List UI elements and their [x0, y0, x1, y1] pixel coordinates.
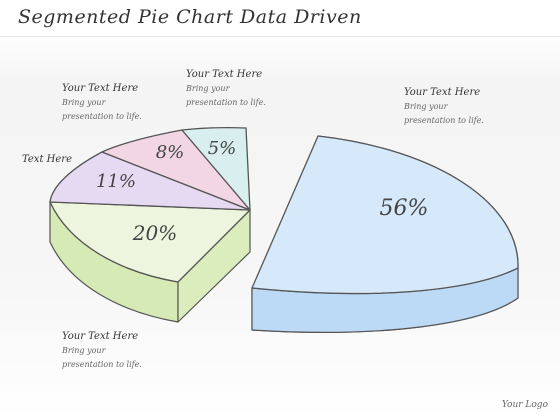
slice-20-top	[49, 201, 251, 283]
callout-bottom-left: Your Text Here Bring your presentation t…	[62, 330, 142, 371]
slice-label-20: 20%	[132, 221, 177, 245]
callout-body-line: Bring your	[62, 98, 106, 107]
slice-label-11: 11%	[96, 171, 136, 192]
slice-label-5: 5%	[208, 138, 237, 159]
callout-top-right: Your Text Here Bring your presentation t…	[404, 86, 484, 127]
slice-5-top	[181, 126, 251, 211]
callout-body-line: presentation to life.	[186, 98, 266, 107]
callout-heading: Your Text Here	[186, 69, 263, 80]
slice-11-top	[49, 151, 251, 211]
callout-heading: Your Text Here	[62, 83, 139, 94]
logo-text: Your Logo	[501, 400, 548, 410]
callout-heading: Your Text Here	[62, 331, 139, 342]
slice-label-56: 56%	[380, 196, 429, 221]
callout-top-center: Your Text Here Bring your presentation t…	[186, 68, 266, 109]
slice-label-8: 8%	[156, 142, 185, 163]
callout-body-line: presentation to life.	[404, 116, 484, 125]
callout-body-line: Bring your	[404, 102, 448, 111]
callout-body-line: presentation to life.	[62, 360, 142, 369]
slice-56-top	[251, 135, 519, 295]
slide-title: Segmented Pie Chart Data Driven	[18, 6, 362, 28]
callout-body-line: Bring your	[186, 84, 230, 93]
slice-8-top	[101, 129, 251, 211]
title-divider	[0, 36, 560, 37]
callout-body-line: Bring your	[62, 346, 106, 355]
callout-body-line: presentation to life.	[62, 112, 142, 121]
side-label: Text Here	[22, 154, 72, 165]
callout-top-left: Your Text Here Bring your presentation t…	[62, 82, 142, 123]
callout-heading: Your Text Here	[404, 87, 481, 98]
